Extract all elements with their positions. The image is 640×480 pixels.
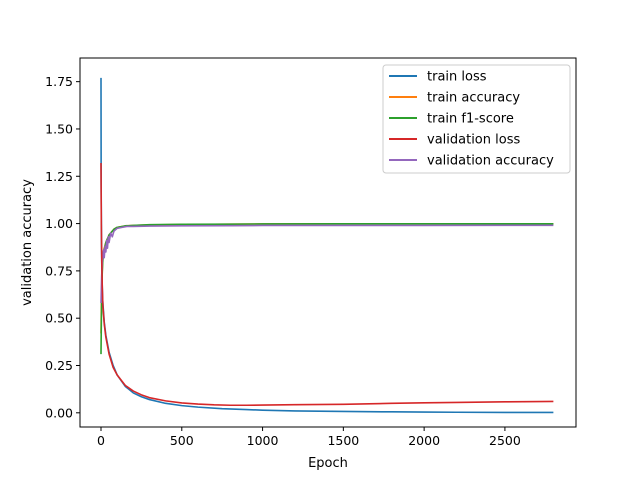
legend-box <box>382 64 571 174</box>
y-tick-label: 1.25 <box>45 169 73 184</box>
y-tick-label: 1.75 <box>45 74 73 89</box>
y-tick-label: 1.50 <box>45 121 73 136</box>
x-tick-label: 0 <box>97 433 105 448</box>
legend-label-validation-loss: validation loss <box>427 133 520 148</box>
y-tick-label: 1.00 <box>45 216 73 231</box>
x-tick-label: 1000 <box>247 433 279 448</box>
y-axis: 0.00 0.25 0.50 0.75 1.00 1.25 1.50 1.75 <box>45 74 80 420</box>
series-line-validation-loss <box>100 163 554 407</box>
legend-label-train-loss: train loss <box>427 70 487 85</box>
plot-frame <box>79 57 577 428</box>
y-tick-label: 0.00 <box>45 405 73 420</box>
x-tick-label: 2000 <box>408 433 440 448</box>
plot-lines <box>100 77 554 414</box>
x-tick-label: 500 <box>170 433 194 448</box>
x-axis: 0 500 1000 1500 2000 2500 <box>97 427 521 448</box>
legend-label-train-accuracy: train accuracy <box>427 91 520 106</box>
y-tick-label: 0.25 <box>45 358 73 373</box>
x-tick-label: 1500 <box>327 433 359 448</box>
legend-label-train-f1-score: train f1-score <box>427 112 514 127</box>
legend-label-validation-accuracy: validation accuracy <box>427 154 554 169</box>
legend: train loss train accuracy train f1-score va… <box>382 64 571 174</box>
x-axis-label: Epoch <box>308 456 348 471</box>
y-tick-label: 0.75 <box>45 263 73 278</box>
y-axis-label: validation accuracy <box>20 179 35 306</box>
y-tick-label: 0.50 <box>45 311 73 326</box>
series-line-validation-accuracy <box>100 224 554 304</box>
x-tick-label: 2500 <box>489 433 521 448</box>
